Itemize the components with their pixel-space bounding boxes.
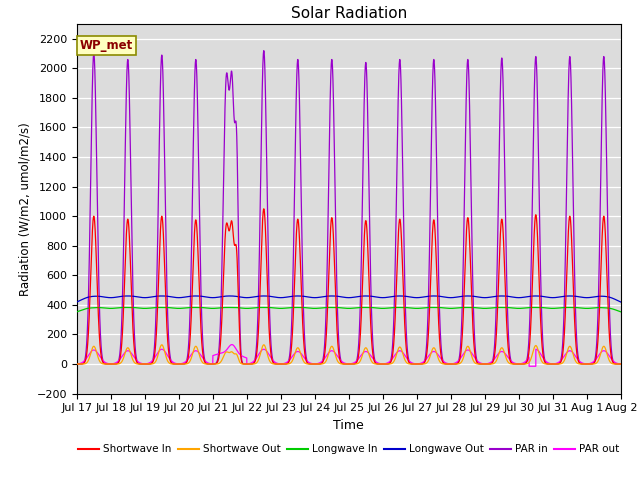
Y-axis label: Radiation (W/m2, umol/m2/s): Radiation (W/m2, umol/m2/s) (18, 122, 31, 296)
Title: Solar Radiation: Solar Radiation (291, 6, 407, 22)
X-axis label: Time: Time (333, 419, 364, 432)
Text: WP_met: WP_met (79, 39, 132, 52)
Legend: Shortwave In, Shortwave Out, Longwave In, Longwave Out, PAR in, PAR out: Shortwave In, Shortwave Out, Longwave In… (74, 440, 623, 458)
